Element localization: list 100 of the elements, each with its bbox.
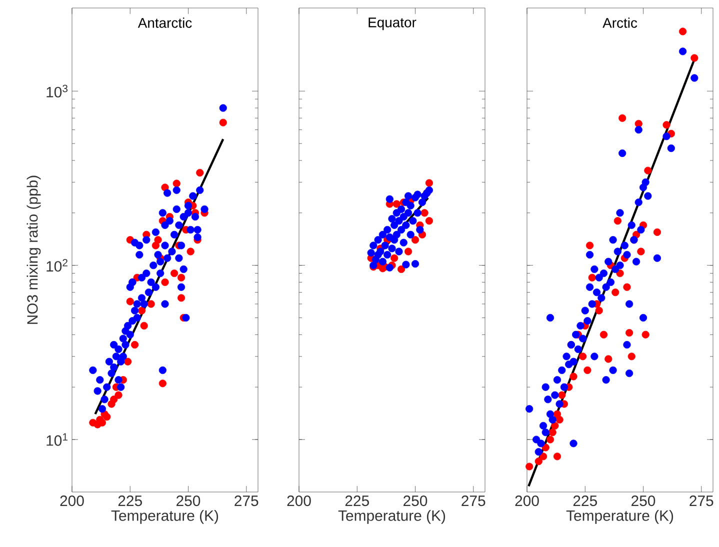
point	[404, 248, 412, 256]
point	[623, 283, 631, 291]
point	[618, 114, 626, 122]
point	[548, 428, 556, 436]
point	[570, 372, 578, 380]
point	[402, 260, 410, 268]
point	[604, 355, 612, 363]
point	[553, 452, 562, 460]
x-tick-label: 250	[404, 496, 428, 506]
x-tick-label: 225	[345, 496, 369, 506]
x-tick-label: 250	[176, 496, 200, 506]
point	[378, 230, 386, 238]
point	[110, 396, 118, 404]
x-tick-label: 275	[462, 496, 486, 506]
point	[404, 209, 412, 217]
point	[542, 444, 550, 452]
point	[170, 270, 178, 278]
point	[556, 416, 564, 424]
point	[411, 236, 420, 244]
point	[588, 274, 596, 282]
point	[177, 274, 186, 282]
point	[384, 226, 392, 234]
point	[152, 242, 160, 250]
point	[586, 242, 594, 250]
point	[398, 205, 406, 213]
point	[130, 340, 139, 349]
point	[158, 380, 166, 388]
point	[186, 248, 194, 256]
point	[140, 322, 148, 330]
point	[400, 238, 408, 246]
point	[388, 244, 396, 252]
point	[370, 242, 378, 250]
point	[628, 352, 636, 360]
point	[595, 306, 603, 314]
point	[642, 330, 650, 338]
point	[558, 391, 566, 399]
point	[154, 236, 162, 244]
point	[147, 300, 155, 308]
point	[425, 186, 433, 194]
text: Equator	[368, 18, 416, 30]
point	[418, 198, 426, 206]
point	[425, 217, 433, 225]
point	[678, 28, 687, 36]
point	[614, 217, 622, 225]
point	[662, 121, 670, 129]
point	[378, 258, 386, 266]
point	[114, 391, 122, 399]
point	[376, 248, 384, 256]
point	[612, 288, 620, 296]
point	[398, 265, 406, 274]
x-axis-title: Temperature (K)	[338, 510, 446, 524]
x-tick-label: 275	[234, 496, 258, 506]
point	[386, 195, 394, 203]
point	[414, 209, 422, 217]
point	[551, 422, 559, 430]
x-tick-label: 200	[60, 496, 84, 506]
point	[402, 221, 410, 229]
x-tick-label: 200	[287, 496, 311, 506]
point	[411, 260, 420, 268]
point	[196, 168, 204, 177]
y-axis-title: NO3 mixing ratio (ppb)	[26, 176, 41, 324]
point	[626, 328, 634, 337]
y-tick-label: 10$^{1}$	[46, 433, 68, 446]
text: Antarctic	[138, 18, 192, 28]
point	[177, 294, 186, 302]
point	[420, 209, 428, 217]
point	[388, 214, 396, 223]
text: Arctic	[602, 18, 638, 28]
point	[546, 436, 554, 444]
point	[534, 458, 542, 466]
point	[161, 278, 169, 286]
point	[384, 250, 392, 259]
x-tick-label: 275	[690, 496, 714, 506]
y-tick-label: 10$^{2}$	[46, 259, 68, 272]
point	[584, 366, 592, 374]
point	[600, 330, 608, 338]
point	[616, 270, 624, 278]
point	[406, 202, 414, 210]
point	[406, 230, 414, 238]
point	[395, 248, 403, 256]
point	[138, 306, 146, 314]
point	[374, 236, 382, 244]
point	[392, 230, 400, 238]
point	[172, 180, 180, 188]
point	[690, 54, 698, 62]
y-tick-label: 10$^{3}$	[46, 84, 68, 98]
x-tick-label: 200	[515, 496, 539, 506]
point	[414, 190, 422, 198]
point	[395, 217, 403, 225]
point	[425, 179, 433, 187]
x-tick-label: 225	[118, 496, 142, 506]
point	[392, 200, 400, 208]
point	[124, 358, 132, 366]
point	[398, 226, 406, 234]
point	[409, 217, 417, 225]
point	[390, 221, 398, 229]
point	[381, 242, 389, 250]
point	[404, 192, 412, 200]
x-axis-title: Temperature (K)	[111, 510, 218, 524]
point	[653, 228, 662, 236]
